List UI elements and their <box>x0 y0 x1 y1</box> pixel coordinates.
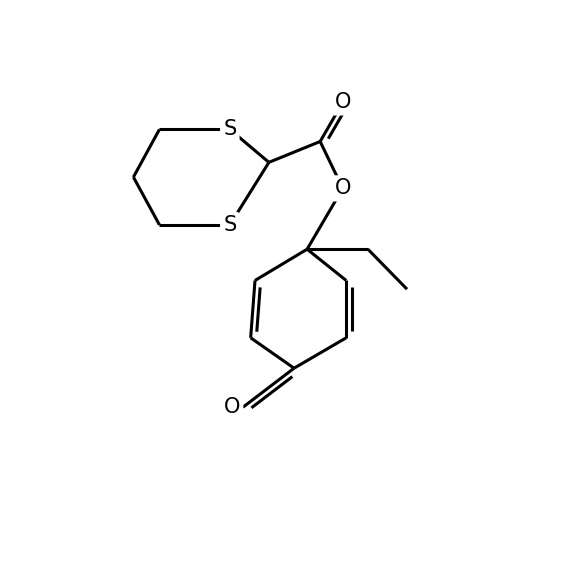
Text: O: O <box>335 92 351 112</box>
Text: S: S <box>223 120 237 139</box>
Text: O: O <box>335 178 351 199</box>
Text: O: O <box>224 397 240 417</box>
Text: S: S <box>223 215 237 235</box>
